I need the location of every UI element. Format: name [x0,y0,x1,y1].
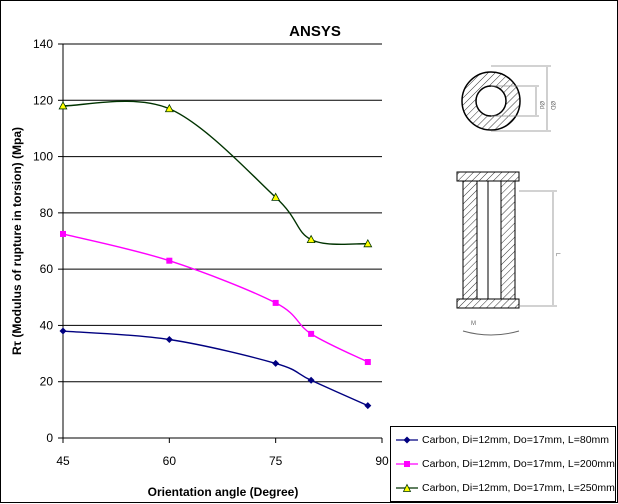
legend-swatch-l200 [396,461,418,467]
ytick-label-0: 0 [46,431,53,445]
legend-swatch-l80 [396,436,418,444]
legend-swatch-l250 [396,483,418,492]
series-1-point-1 [166,257,173,264]
xtick-label-75: 75 [269,454,283,468]
dim-label-inner: Ød [538,101,544,109]
legend-item-l200: Carbon, Di=12mm, Do=17mm, L=200mm [395,455,615,473]
cross-section-view: ØD Ød [461,65,555,132]
chart-title: ANSYS [289,23,341,40]
side-view: L M [456,171,560,336]
ytick-label-60: 60 [40,262,54,276]
specimen-diagram: ØD Ød L M [456,65,560,336]
xtick-label-60: 60 [163,454,177,468]
series-line-1 [62,233,369,363]
series-0-point-0 [59,327,67,335]
series-1-point-0 [60,230,66,237]
series-0-point-4 [364,402,372,410]
ytick-label-120: 120 [33,93,53,107]
series-2-point-0 [58,101,68,110]
legend-label-l80: Carbon, Di=12mm, Do=17mm, L=80mm [422,434,610,446]
ytick-label-100: 100 [33,150,53,164]
x-axis-label: Orientation angle (Degree) [148,485,299,499]
chart-legend: Carbon, Di=12mm, Do=17mm, L=80mm Carbon,… [390,426,616,502]
xtick-label-45: 45 [56,454,70,468]
series-2-point-4 [363,238,373,248]
y-axis-label: Rτ (Modulus of rupture in torsion) (Mpa) [10,127,24,355]
series-2-point-2 [271,192,281,201]
ytick-label-80: 80 [40,206,54,220]
ytick-label-20: 20 [40,375,54,389]
ytick-label-140: 140 [33,37,53,51]
legend-label-l250: Carbon, Di=12mm, Do=17mm, L=250mm [422,482,615,494]
series-2-point-1 [164,103,174,113]
series-1-point-2 [272,299,279,306]
legend-item-l250: Carbon, Di=12mm, Do=17mm, L=250mm [395,479,615,497]
dim-label-moment: M [471,321,476,327]
legend-label-l200: Carbon, Di=12mm, Do=17mm, L=200mm [422,458,615,470]
series-2-point-3 [306,234,316,243]
series-0-point-1 [165,336,173,343]
series-1-point-4 [364,359,371,366]
legend-item-l80: Carbon, Di=12mm, Do=17mm, L=80mm [395,431,609,449]
series-1-point-3 [308,330,315,337]
series-line-2 [62,100,368,246]
dim-label-length: L [554,253,560,257]
ytick-label-40: 40 [40,318,54,332]
series-0-point-2 [272,359,280,367]
series-line-0 [62,330,369,407]
series-0-point-3 [307,376,315,384]
xtick-label-90: 90 [375,454,389,468]
dim-label-outer: ØD [549,101,555,111]
